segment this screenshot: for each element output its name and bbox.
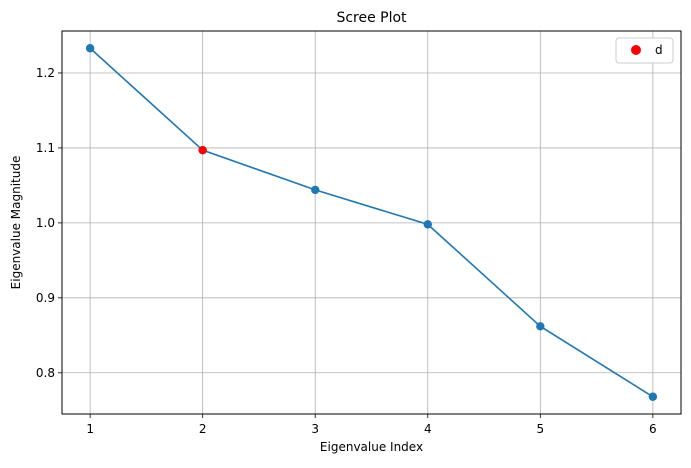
y-tick-label: 1.0: [36, 216, 55, 230]
y-tick-label: 1.2: [36, 66, 55, 80]
x-tick-label: 1: [86, 422, 94, 436]
grid: [62, 31, 681, 414]
x-axis-label: Eigenvalue Index: [320, 440, 423, 454]
highlight-point: [198, 145, 207, 155]
y-tick-label: 0.8: [36, 366, 55, 380]
x-tick-label: 4: [424, 422, 432, 436]
series-line: [89, 47, 654, 398]
chart-title: Scree Plot: [336, 10, 407, 26]
ticks: 1 2 3 4 5 6 0.8 0.9 1.0 1.1 1.2: [36, 66, 657, 436]
legend-marker-d: [631, 45, 641, 55]
y-tick-label: 0.9: [36, 291, 55, 305]
x-tick-label: 6: [649, 422, 657, 436]
x-tick-label: 3: [311, 422, 319, 436]
series-layer: [85, 44, 658, 401]
legend: d: [615, 37, 674, 64]
legend-label-d: d: [655, 43, 663, 57]
data-point: [536, 322, 545, 331]
y-tick-label: 1.1: [36, 141, 55, 155]
data-point: [85, 44, 95, 53]
y-axis-label: Eigenvalue Magnitude: [9, 156, 23, 290]
data-point: [648, 392, 658, 401]
data-point: [311, 185, 320, 195]
x-tick-label: 5: [536, 422, 544, 436]
x-tick-label: 2: [199, 422, 207, 436]
legend-box: [615, 37, 674, 64]
data-point: [423, 220, 432, 229]
